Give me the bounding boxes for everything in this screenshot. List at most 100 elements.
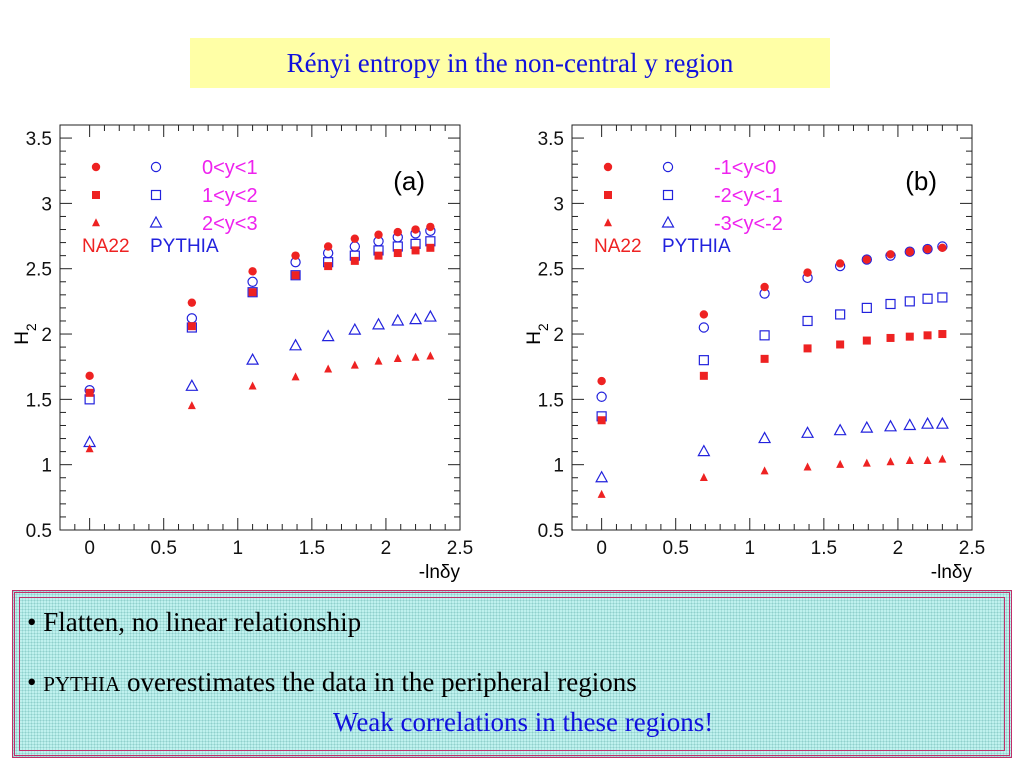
na22-point [374,230,383,239]
y-tick-label: 3 [553,194,564,215]
na22-point [350,256,359,265]
x-tick-label: 1 [232,538,243,559]
panel-label: (a) [393,166,425,196]
x-tick-label: 0.5 [662,538,688,559]
na22-point [248,381,257,390]
na22-point [248,288,257,297]
na22-point [760,282,769,292]
na22-point [393,227,402,237]
y-axis-label: H2 [12,323,39,345]
legend-marker-na22 [604,191,612,199]
pythia-point [935,416,949,429]
na22-point [886,250,895,259]
pythia-point [903,418,917,431]
pythia-point [372,317,386,330]
na22-point [85,388,94,397]
pythia-point [321,329,335,342]
na22-point [291,372,300,381]
na22-point [760,466,769,475]
y-tick-label: 3.5 [26,129,52,150]
na22-point [411,352,420,361]
y-tick-label: 2 [41,325,52,346]
x-tick-label: 1.5 [811,538,837,559]
na22-point [862,336,871,345]
pythia-point [423,309,437,322]
pythia-point [921,416,935,429]
pythia-point [922,293,933,304]
pythia-point [246,352,260,365]
pythia-point [833,423,847,436]
legend-label: -1<y<0 [714,157,776,179]
na22-point [411,225,420,234]
x-axis-label: -lnδy [419,562,461,583]
y-tick-label: 1 [41,456,52,477]
na22-point [323,242,333,251]
na22-point [426,243,435,252]
y-tick-label: 2.5 [26,260,52,281]
na22-point [760,354,769,363]
legend-na22-label: NA22 [82,236,130,257]
bullet-1-text: Flatten, no linear relationship [43,607,362,637]
na22-point [923,244,932,254]
pythia-point [861,254,873,265]
na22-point [597,376,606,386]
na22-point [85,371,94,381]
na22-point [938,243,947,253]
na22-point [350,360,359,369]
conclusion-text: Weak correlations in these regions! [333,707,714,737]
x-axis-label: -lnδy [931,562,973,583]
legend-label: -3<y<-2 [714,213,783,235]
pythia-point [391,313,405,326]
legend-label: 2<y<3 [202,213,258,235]
na22-point [803,462,812,471]
pythia-point [885,298,896,310]
na22-point [393,249,402,258]
na22-point [597,416,606,425]
plot-frame [571,124,973,531]
pythia-point [185,379,199,391]
pythia-point [698,322,710,333]
legend-marker-pythia [150,161,162,173]
na22-point [374,356,383,365]
na22-point [85,444,94,453]
chart-panel-a: 0.5 1 1.5 2 2.5 3 3.5 0 0.5 1 1.5 2 2.5 -lnδy H2 (a) 0<y… [12,124,473,583]
legend-marker-pythia [150,189,162,201]
pythia-point [904,246,915,257]
na22-point [248,267,257,276]
na22-point [187,298,197,307]
bullet-1: • Flatten, no linear relationship [27,607,361,638]
legend-marker-pythia [662,189,674,201]
y-tick-label: 1.5 [538,390,564,411]
x-tick-label: 0 [84,538,95,559]
na22-point [836,459,845,468]
na22-point [291,271,300,280]
na22-point [699,472,708,481]
na22-point [324,364,333,373]
na22-point [187,322,196,331]
pythia-point [801,426,815,438]
pythia-point [758,431,772,444]
legend-na22-label: NA22 [594,236,642,257]
na22-point [862,458,871,467]
pythia-point [759,330,770,341]
pythia-point [884,419,898,432]
pythia-point [904,296,915,307]
y-axis-label: H2 [524,323,551,345]
legend-marker-pythia [662,161,674,173]
legend-pythia-label: PYTHIA [662,236,731,257]
pythia-point [697,444,711,457]
pythia-point [247,287,258,298]
bullet-2-text: overestimates the data in the peripheral… [120,667,637,697]
na22-point [923,331,932,340]
pythia-point [802,315,813,327]
na22-point [938,330,947,339]
plot-frame [59,124,461,531]
na22-point [699,371,708,380]
bullet-2-pythia: PYTHIA [43,672,121,696]
pythia-point [290,270,301,281]
pythia-point [409,312,423,325]
na22-point [350,234,360,243]
na22-point [597,489,606,498]
na22-point [324,262,333,271]
x-tick-label: 2.5 [959,538,985,559]
